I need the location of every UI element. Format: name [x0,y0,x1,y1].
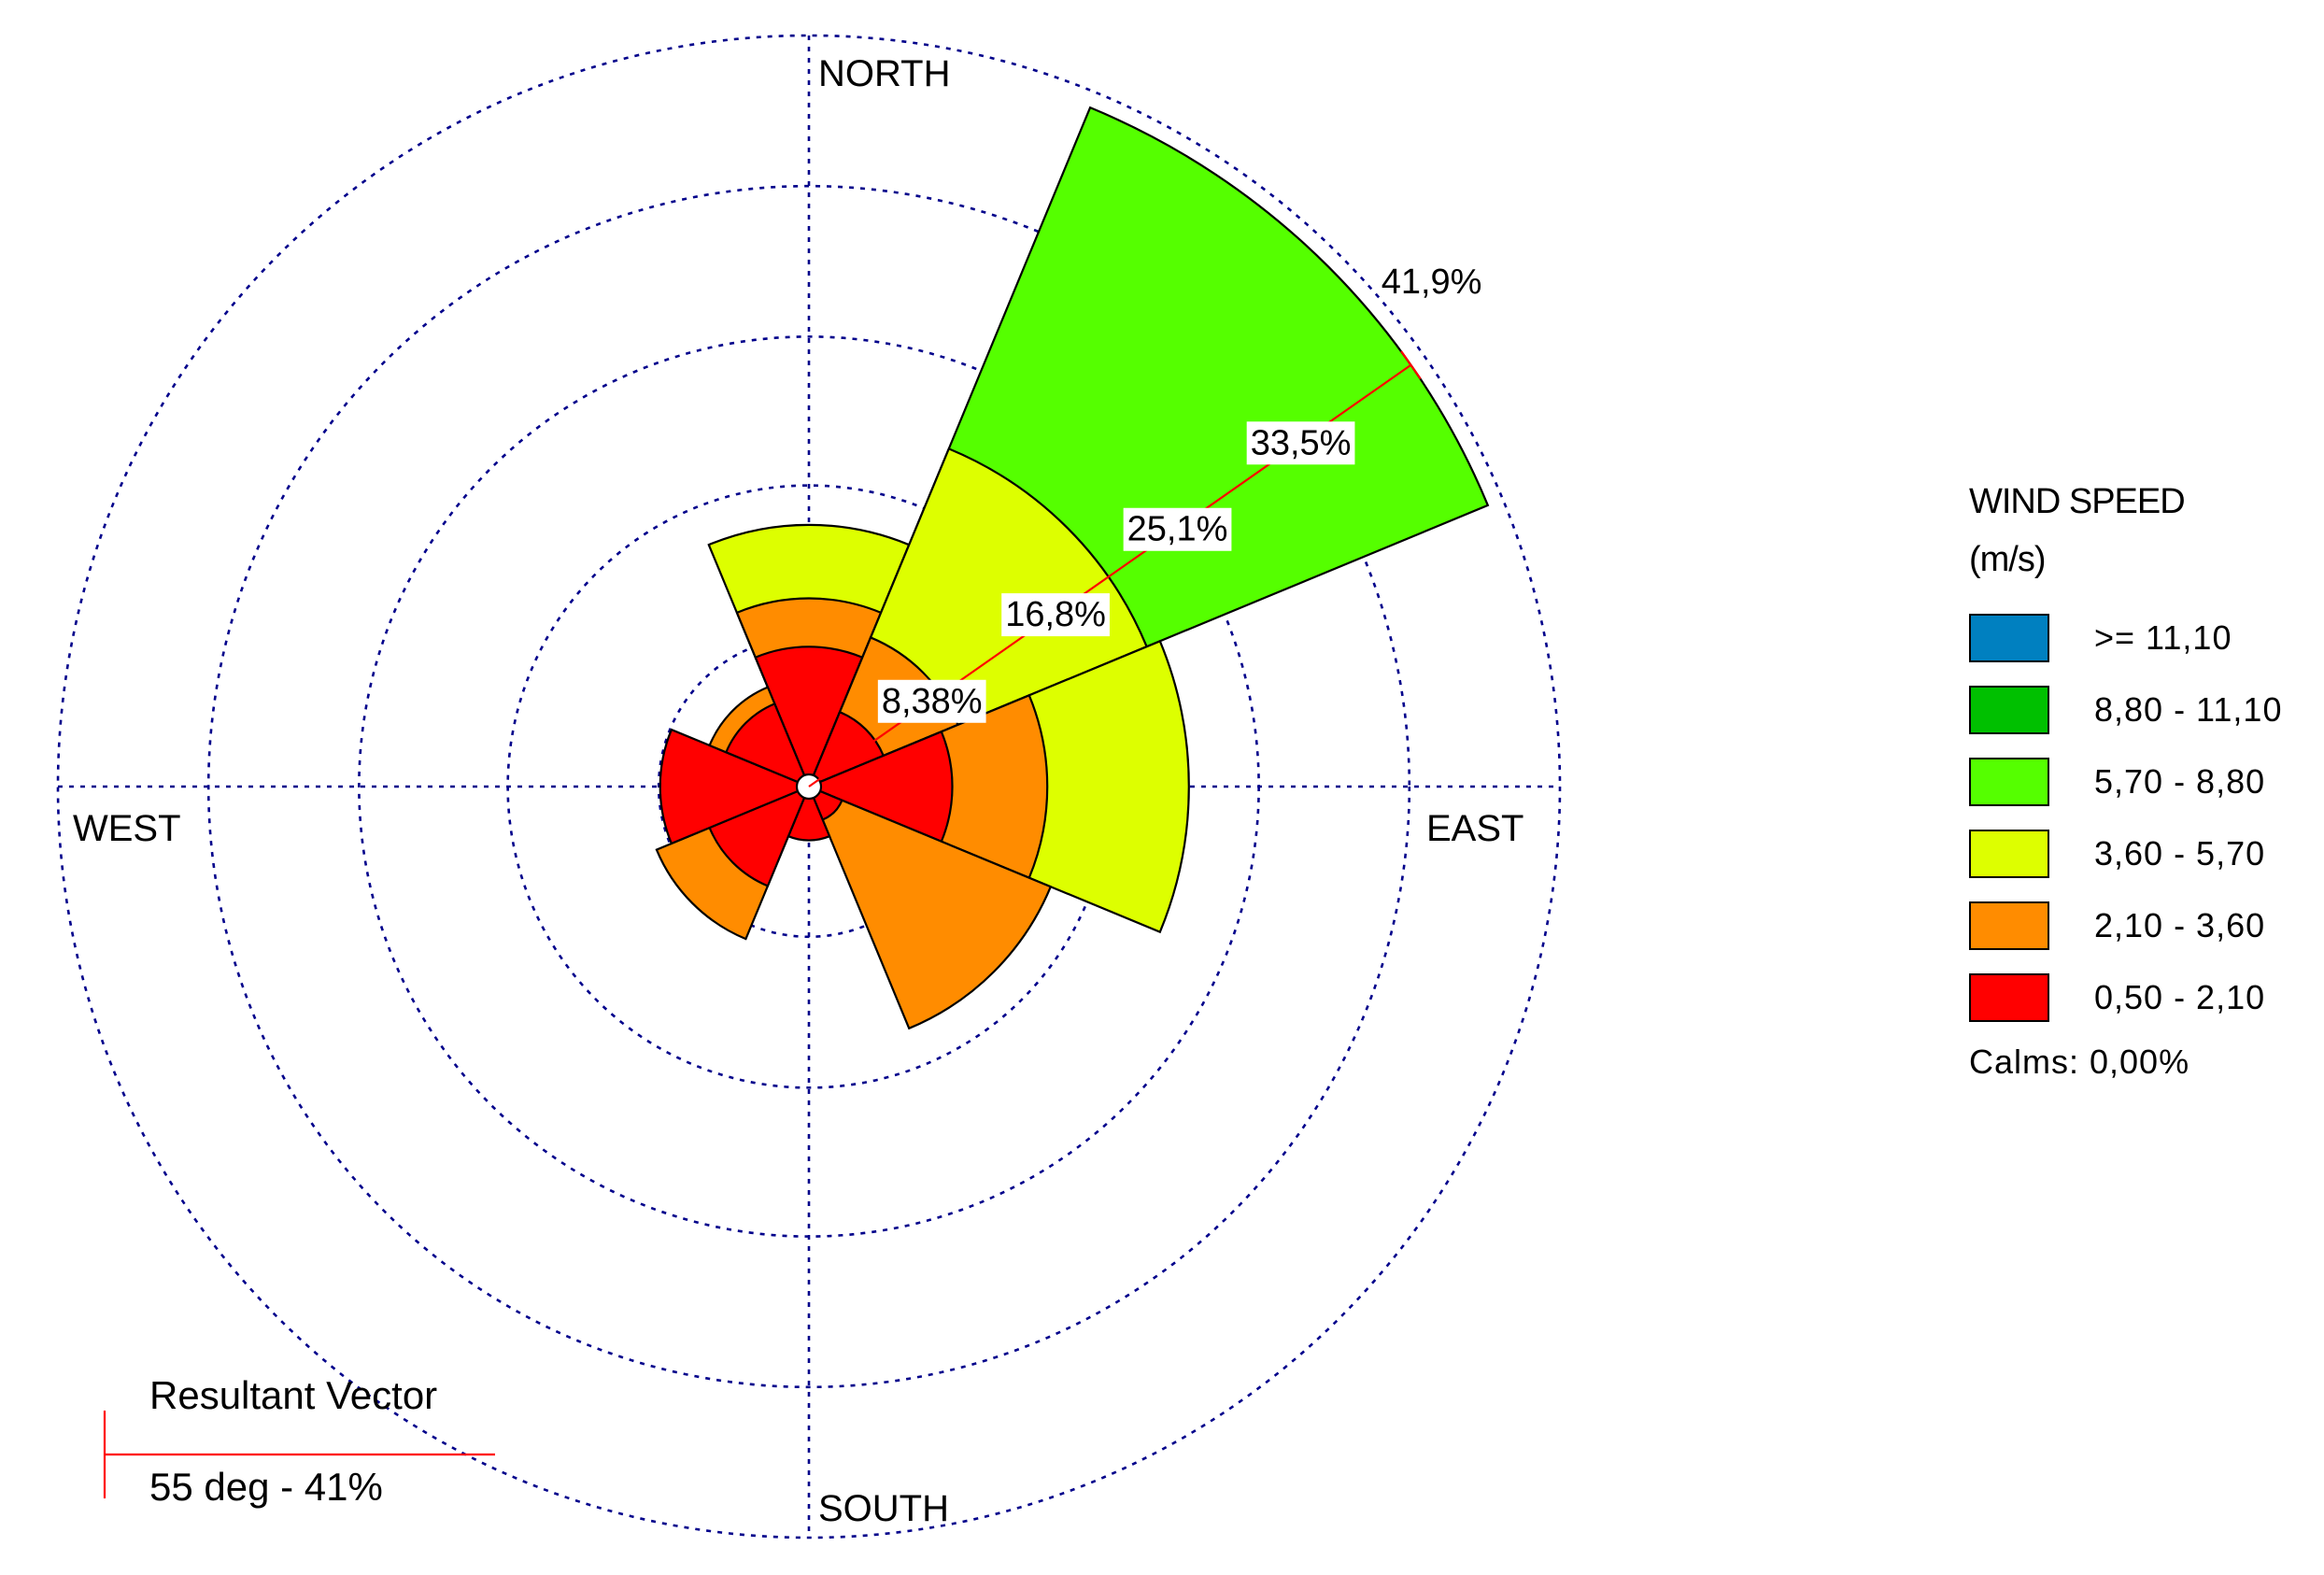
ring-label-text: 16,8% [1005,595,1106,634]
legend-swatch [1969,613,2049,662]
legend-swatch [1969,829,2049,878]
resultant-vector-tick [1400,350,1422,380]
compass-south-label: SOUTH [818,1488,949,1529]
legend-item: >= 11,10 [1969,602,2324,674]
ring-label: 41,9% [1382,262,1482,302]
compass-west-label: WEST [73,808,181,849]
wind-petal-band [659,728,812,845]
ring-label-text: 25,1% [1127,510,1228,549]
compass-north-label: NORTH [818,53,950,94]
ring-label: 25,1% [1123,507,1232,551]
legend-label: >= 11,10 [2094,617,2232,657]
ring-label-background [1001,593,1110,637]
ring-label: 8,38% [877,679,986,723]
wind-petal-band [806,710,886,789]
legend-item: 0,50 - 2,10 [1969,961,2324,1033]
wind-petal-band [806,784,1053,1030]
resultant-vector-value: 55 deg - 41% [149,1465,383,1509]
wind-petal-band [724,702,812,789]
ring-label-text: 33,5% [1251,423,1352,462]
compass-east-label: EAST [1426,808,1523,849]
legend-item: 3,60 - 5,70 [1969,817,2324,889]
legend-item: 2,10 - 3,60 [1969,889,2324,961]
legend-title: WIND SPEED (m/s) [1969,473,2324,589]
legend-title-line1: WIND SPEED [1969,482,2186,521]
wind-speed-legend: WIND SPEED (m/s) >= 11,10 8,80 - 11,10 5… [1969,473,2324,1082]
ring-label-background [877,679,986,723]
frequency-ring [206,184,1411,1389]
calms-label: Calms: 0,00% [1969,1043,2190,1081]
ring-label: 16,8% [1001,593,1110,637]
legend-swatch [1969,901,2049,950]
legend-title-line2: (m/s) [1969,540,2047,579]
legend-item: 8,80 - 11,10 [1969,674,2324,745]
legend-swatch [1969,757,2049,806]
ring-label-text: 8,38% [882,682,983,721]
frequency-ring [56,34,1562,1540]
ring-label-background [1123,507,1232,551]
ring-label-text: 41,9% [1382,262,1482,302]
legend-swatch [1969,972,2049,1022]
ring-label-background [1246,421,1355,465]
legend-label: 5,70 - 8,80 [2094,761,2266,801]
ring-label: 33,5% [1246,421,1355,465]
legend-label: 3,60 - 5,70 [2094,833,2266,873]
legend-item: 5,70 - 8,80 [1969,745,2324,817]
wind-petal-band [806,730,954,844]
wind-petal-band [708,784,812,887]
wind-petal-band [754,646,864,789]
resultant-vector-title: Resultant Vector [149,1373,438,1417]
legend-label: 2,10 - 3,60 [2094,905,2266,944]
legend-label: 0,50 - 2,10 [2094,977,2266,1016]
ring-labels: 8,38% 16,8% 25,1% 33,5% 41,9% [877,262,1482,723]
legend-label: 8,80 - 11,10 [2094,689,2283,729]
legend-swatch [1969,685,2049,734]
wind-petals [655,106,1490,1030]
